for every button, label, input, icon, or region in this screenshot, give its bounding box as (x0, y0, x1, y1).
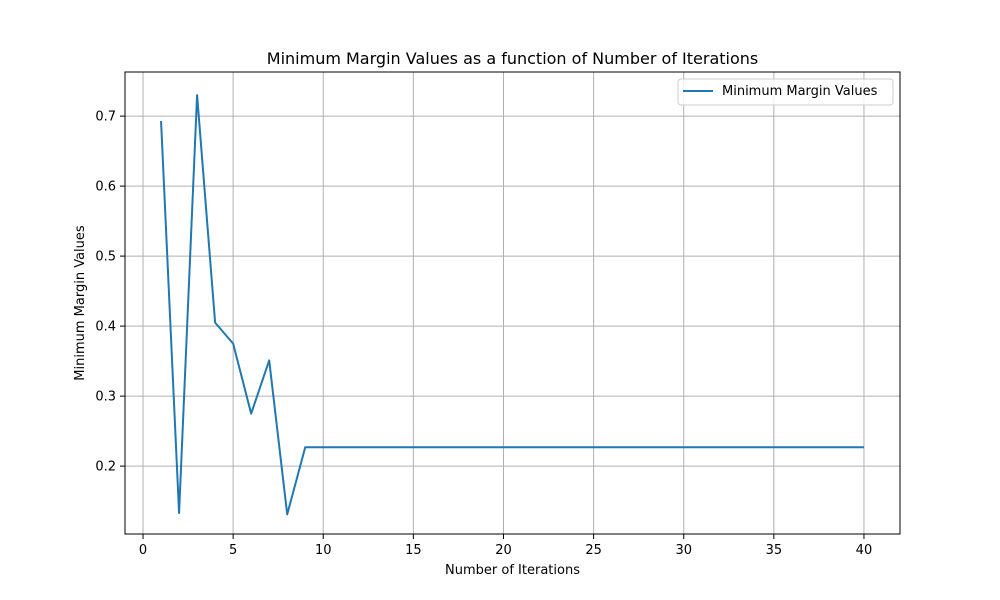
x-tick-label: 35 (766, 543, 783, 558)
legend: Minimum Margin Values (677, 78, 894, 106)
x-tick-label: 15 (405, 543, 422, 558)
y-axis-label: Minimum Margin Values (73, 225, 88, 381)
plot-area (124, 71, 901, 535)
y-axis-ticks: 0.2 0.3 0.4 0.5 0.6 0.7 (95, 110, 125, 475)
y-tick-label: 0.7 (95, 110, 116, 125)
grid (125, 72, 900, 534)
y-tick-label: 0.4 (95, 320, 116, 335)
x-tick-label: 20 (495, 543, 512, 558)
x-tick-label: 5 (229, 543, 237, 558)
x-tick-label: 30 (675, 543, 692, 558)
x-tick-label: 25 (585, 543, 602, 558)
y-tick-label: 0.5 (95, 250, 116, 265)
y-tick-label: 0.6 (95, 180, 116, 195)
x-tick-label: 0 (139, 543, 147, 558)
x-tick-label: 10 (315, 543, 332, 558)
y-tick-label: 0.2 (95, 460, 116, 475)
series-line-minimum-margin-values (160, 94, 864, 516)
legend-box (677, 78, 894, 106)
x-axis-ticks: 0 5 10 15 20 25 30 35 40 (139, 534, 872, 558)
chart-title: Minimum Margin Values as a function of N… (267, 49, 758, 68)
legend-label: Minimum Margin Values (722, 84, 878, 99)
x-axis-label: Number of Iterations (445, 563, 580, 578)
x-tick-label: 40 (856, 543, 873, 558)
y-tick-label: 0.3 (95, 390, 116, 405)
